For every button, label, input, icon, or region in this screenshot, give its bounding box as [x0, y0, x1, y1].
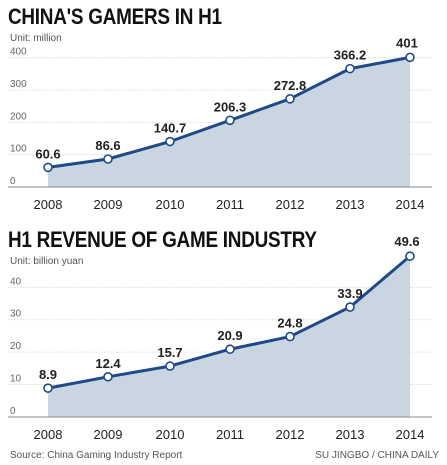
- chart2-unit-label: Unit: billion yuan: [10, 256, 84, 267]
- series-area: [48, 256, 410, 417]
- y-tick-label: 300: [10, 79, 27, 90]
- data-label: 49.6: [394, 234, 419, 249]
- data-label: 60.6: [35, 146, 60, 161]
- x-tick-label: 2009: [94, 427, 123, 442]
- data-point: [405, 251, 415, 261]
- data-point: [285, 331, 295, 342]
- revenue-area-chart: 0 10 20 30 40 8.9 12.4 15.7 20.9 24.8 33.9 49.6 2008…: [8, 234, 432, 442]
- data-label: 86.6: [95, 138, 120, 153]
- x-tick-label: 2012: [276, 427, 305, 442]
- data-point: [225, 344, 235, 355]
- chart1-title: CHINA'S GAMERS IN H1: [8, 4, 222, 29]
- y-tick-label: 200: [10, 111, 27, 122]
- y-tick-label: 100: [10, 144, 27, 155]
- data-point: [345, 63, 355, 74]
- y-tick-label: 0: [10, 406, 16, 417]
- data-point: [345, 302, 355, 312]
- data-point: [165, 361, 175, 371]
- data-label: 33.9: [337, 286, 362, 301]
- source-note: Source: China Gaming Industry Report: [10, 450, 183, 461]
- data-label: 20.9: [217, 328, 242, 343]
- data-point: [43, 162, 53, 173]
- y-tick-label: 10: [10, 374, 22, 385]
- data-point: [225, 115, 235, 126]
- data-label: 366.2: [334, 48, 367, 63]
- credit-note: SU JINGBO / CHINA DAILY: [315, 450, 439, 461]
- data-label: 272.8: [274, 78, 307, 93]
- x-tick-label: 2013: [336, 197, 365, 212]
- data-point: [405, 52, 415, 63]
- data-label: 12.4: [95, 356, 121, 371]
- x-tick-label: 2010: [156, 427, 185, 442]
- data-label: 8.9: [39, 367, 57, 382]
- x-tick-label: 2009: [94, 197, 123, 212]
- x-tick-label: 2013: [336, 427, 365, 442]
- data-label: 24.8: [277, 316, 302, 331]
- x-tick-label: 2008: [34, 197, 63, 212]
- x-tick-label: 2014: [396, 427, 425, 442]
- data-label: 206.3: [214, 99, 247, 114]
- x-tick-label: 2014: [396, 197, 425, 212]
- y-tick-label: 20: [10, 341, 22, 352]
- data-point: [103, 371, 113, 382]
- data-label: 140.7: [154, 121, 187, 136]
- chart2-title: H1 REVENUE OF GAME INDUSTRY: [8, 227, 317, 252]
- data-point: [103, 154, 113, 164]
- y-tick-label: 30: [10, 309, 22, 320]
- y-tick-label: 40: [10, 276, 22, 287]
- chart1-unit-label: Unit: million: [10, 33, 62, 44]
- data-point: [165, 136, 175, 147]
- data-label: 15.7: [157, 345, 182, 360]
- x-tick-label: 2011: [216, 197, 244, 212]
- x-tick-label: 2011: [216, 427, 244, 442]
- gamers-area-chart: 0 100 200 300 400 60.6 86.6 140.7 206.3 272.8 366.…: [8, 35, 432, 212]
- x-tick-label: 2010: [156, 197, 185, 212]
- y-tick-label: 0: [10, 176, 16, 187]
- data-point: [43, 383, 53, 393]
- x-tick-label: 2008: [34, 427, 63, 442]
- y-tick-label: 400: [10, 47, 27, 58]
- data-point: [285, 94, 295, 104]
- x-tick-label: 2012: [276, 197, 305, 212]
- data-label: 401: [396, 35, 418, 50]
